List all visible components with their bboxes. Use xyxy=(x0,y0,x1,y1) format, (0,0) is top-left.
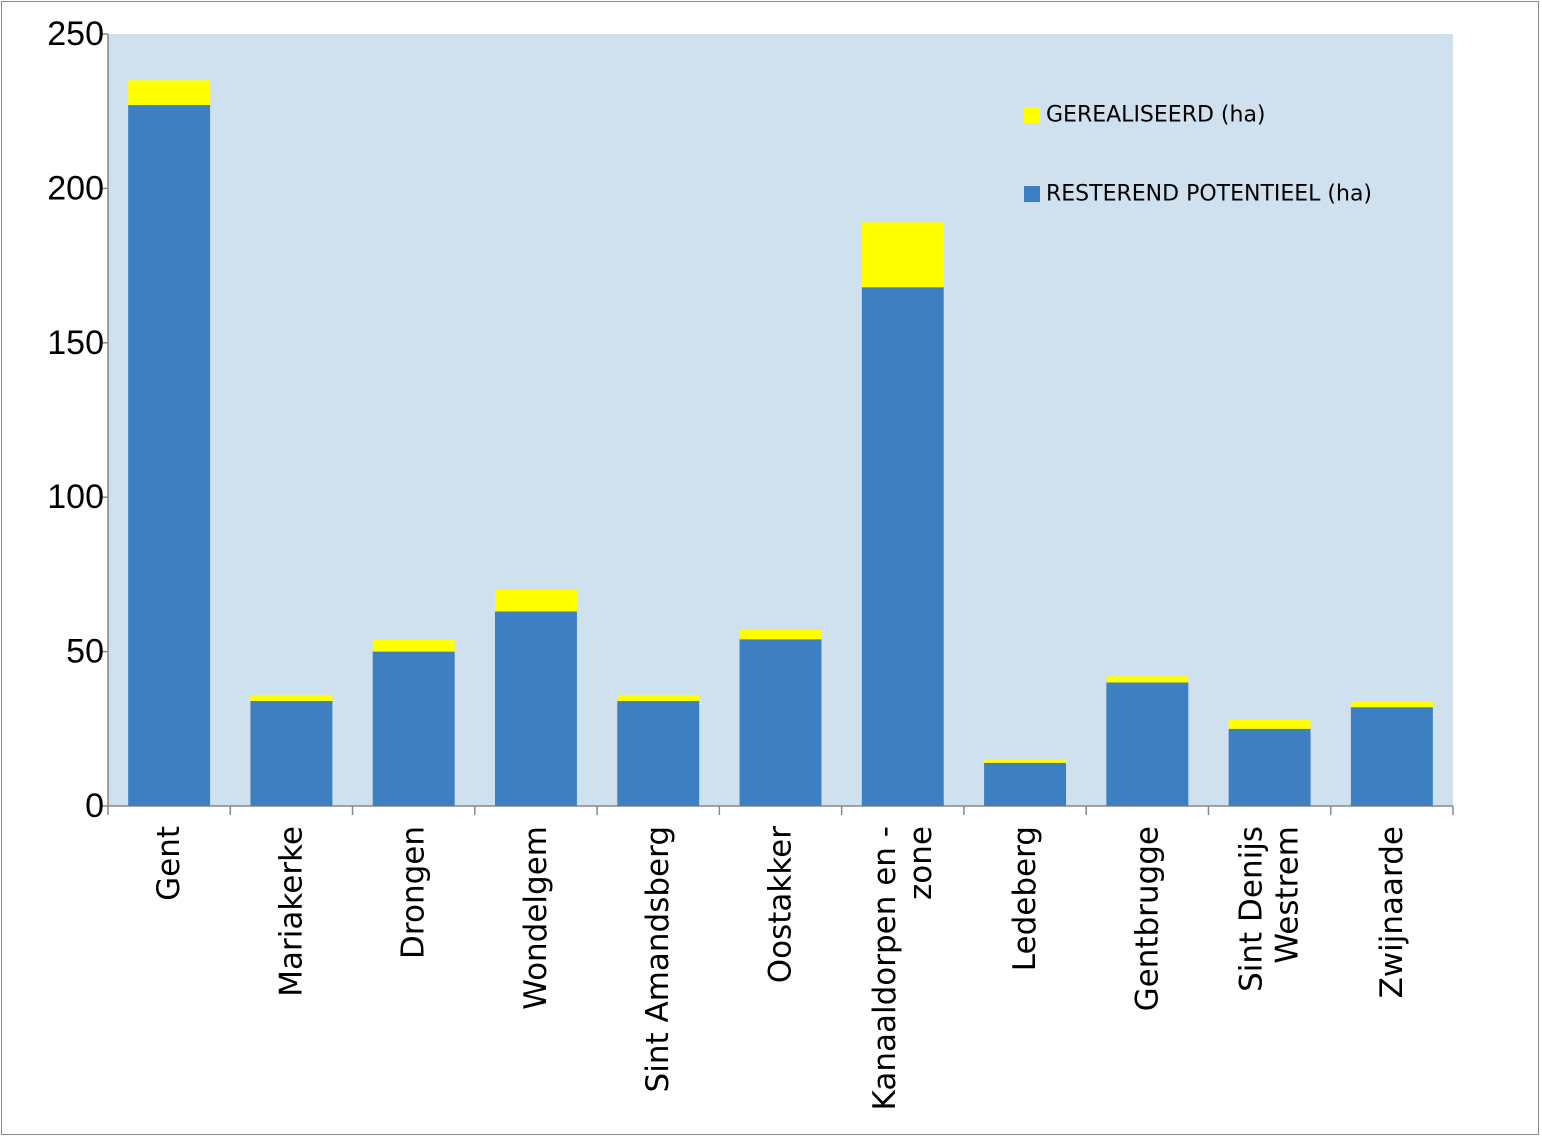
bar-resterend-potentieel xyxy=(617,701,700,806)
bar-gerealiseerd xyxy=(1350,701,1433,708)
legend-swatch xyxy=(1024,107,1040,123)
x-tick-label-line: Drongen xyxy=(396,826,432,959)
legend-label: GEREALISEERD (ha) xyxy=(1046,103,1266,128)
x-tick-label-line: Mariakerke xyxy=(273,826,309,997)
x-tick-label: Mariakerke xyxy=(273,826,309,997)
legend-swatch xyxy=(1024,186,1040,202)
bar-resterend-potentieel xyxy=(984,762,1067,806)
x-tick-label-line: Wondelgem xyxy=(518,826,554,1010)
bar-gerealiseerd xyxy=(861,222,944,288)
bar-gerealiseerd xyxy=(1106,676,1189,683)
bar-resterend-potentieel xyxy=(739,639,822,806)
x-tick-label-line: Ledeberg xyxy=(1007,826,1043,971)
x-tick-label: Gent xyxy=(151,826,187,901)
x-tick-label: Sint Amandsberg xyxy=(640,826,676,1092)
bar-gerealiseerd xyxy=(739,629,822,640)
bar-gerealiseerd xyxy=(1228,719,1311,729)
x-tick-label: Sint DenijsWestrem xyxy=(1234,826,1306,992)
x-tick-label: Wondelgem xyxy=(518,826,554,1010)
bar-gerealiseerd xyxy=(617,694,700,702)
x-tick-label: Kanaaldorpen en -zone xyxy=(867,826,939,1110)
x-tick-label-line: Gent xyxy=(151,826,187,901)
bar-resterend-potentieel xyxy=(1228,728,1311,806)
bar-resterend-potentieel xyxy=(861,287,944,806)
bar-gerealiseerd xyxy=(250,694,333,702)
y-tick-label: 150 xyxy=(47,324,104,362)
x-tick-label-line: Kanaaldorpen en - xyxy=(867,826,903,1110)
x-tick-label-line: Sint Amandsberg xyxy=(640,826,676,1092)
bar-gerealiseerd xyxy=(372,639,455,652)
y-tick-label: 100 xyxy=(47,478,104,516)
bar-gerealiseerd xyxy=(494,589,577,612)
y-tick-label: 250 xyxy=(47,15,104,53)
x-tick-label: Ledeberg xyxy=(1007,826,1043,971)
y-tick-label: 0 xyxy=(85,787,104,825)
bar-gerealiseerd xyxy=(128,80,211,106)
x-tick-label-line: Gentbrugge xyxy=(1129,826,1165,1011)
bar-resterend-potentieel xyxy=(1350,707,1433,806)
y-tick-label: 50 xyxy=(66,633,104,671)
bar-gerealiseerd xyxy=(984,759,1067,763)
x-tick-label: Zwijnaarde xyxy=(1374,826,1410,998)
x-tick-label-line: Oostakker xyxy=(763,826,799,984)
y-tick-label: 200 xyxy=(47,169,104,207)
bar-resterend-potentieel xyxy=(1106,682,1189,806)
bar-resterend-potentieel xyxy=(250,701,333,806)
x-tick-label: Oostakker xyxy=(763,826,799,984)
x-tick-label: Gentbrugge xyxy=(1129,826,1165,1011)
x-tick-label-line: zone xyxy=(903,826,939,900)
bar-resterend-potentieel xyxy=(128,105,211,807)
bar-resterend-potentieel xyxy=(494,611,577,806)
bar-resterend-potentieel xyxy=(372,651,455,806)
x-tick-label-line: Sint Denijs xyxy=(1234,826,1270,992)
x-tick-label: Drongen xyxy=(396,826,432,959)
x-tick-label-line: Zwijnaarde xyxy=(1374,826,1410,998)
legend-label: RESTEREND POTENTIEEL (ha) xyxy=(1046,182,1372,207)
x-tick-label-line: Westrem xyxy=(1270,826,1306,964)
